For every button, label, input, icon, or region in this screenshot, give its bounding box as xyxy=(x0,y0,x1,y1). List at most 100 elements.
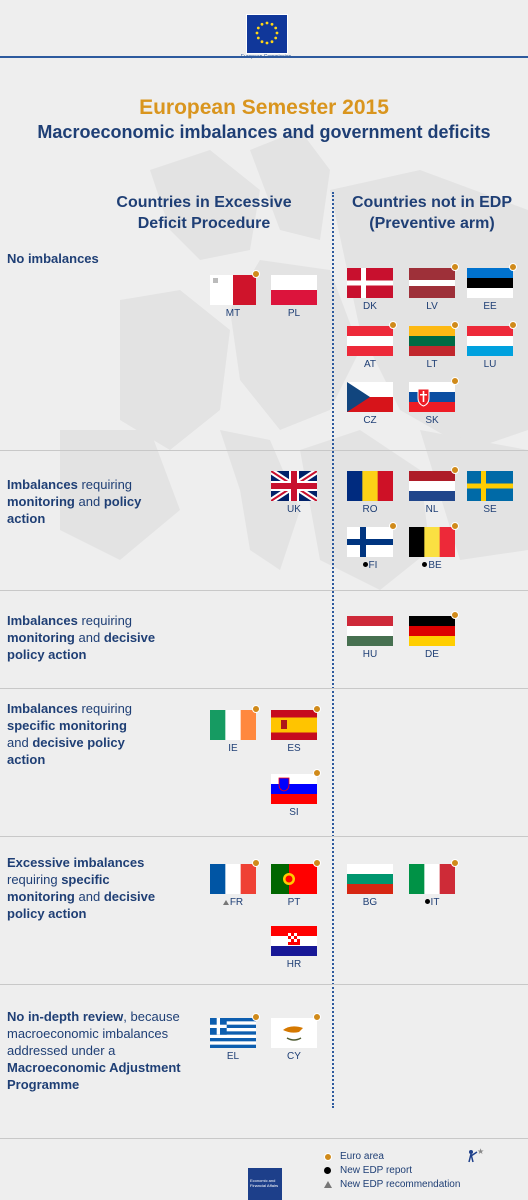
country-code: DK xyxy=(363,301,377,312)
row-separator xyxy=(0,688,528,689)
row-label-part: and xyxy=(74,494,104,509)
flag-fr-icon xyxy=(210,864,256,894)
euro-area-marker-icon xyxy=(509,321,517,329)
row-label-part: Excessive imbalances xyxy=(7,855,145,870)
flag-be-icon xyxy=(409,527,455,557)
country-code-label: PL xyxy=(271,308,317,319)
europe-map-background xyxy=(60,130,528,590)
country-code: LV xyxy=(426,301,438,312)
country-code-label: DE xyxy=(409,649,455,660)
country-code: SK xyxy=(425,415,439,426)
euro-area-marker-icon xyxy=(451,611,459,619)
row-label-part: requiring xyxy=(77,701,133,716)
row-label-part: , because macroeconomic imbalances addre… xyxy=(7,1009,180,1058)
country-code: ES xyxy=(287,743,301,754)
country-code-label: CY xyxy=(271,1051,317,1062)
country-code-label: EE xyxy=(467,301,513,312)
european-commission-logo: European Commission xyxy=(230,14,302,76)
row-label-part: monitoring xyxy=(7,630,75,645)
country-code: DE xyxy=(425,649,439,660)
country-code: BG xyxy=(362,897,378,908)
country-code-label: LV xyxy=(409,301,455,312)
country-code: LU xyxy=(483,359,497,370)
flag-lt-icon xyxy=(409,326,455,356)
flag-uk-icon xyxy=(271,471,317,501)
column-header-preventive: Countries not in EDP (Preventive arm) xyxy=(352,194,512,232)
row-label-no-review: No in-depth review, because macroeconomi… xyxy=(7,1008,187,1093)
country-code-label: PT xyxy=(271,897,317,908)
row-separator xyxy=(0,1138,528,1139)
legend-euro-label: Euro area xyxy=(340,1151,384,1162)
country-code-label: SK xyxy=(409,415,455,426)
legend-new-edp-report: New EDP report xyxy=(322,1164,460,1178)
header-rule xyxy=(0,56,528,58)
flag-nl-icon xyxy=(409,471,455,501)
row-label-part: policy action xyxy=(7,494,142,526)
flag-hu-icon xyxy=(347,616,393,646)
row-label-monitoring-decisive: Imbalances requiring monitoring and deci… xyxy=(7,612,167,663)
euro-area-marker-icon xyxy=(389,522,397,530)
country-code-label: LU xyxy=(467,359,513,370)
flag-lv-icon xyxy=(409,268,455,298)
country-code-label: BG xyxy=(347,897,393,908)
flag-sk-icon xyxy=(409,382,455,412)
row-label-part: requiring xyxy=(77,477,133,492)
row-label-part: No imbalances xyxy=(7,251,99,266)
row-label-part: and xyxy=(74,630,104,645)
country-code-label: AT xyxy=(347,359,393,370)
flag-bg-icon xyxy=(347,864,393,894)
euro-area-marker-icon xyxy=(451,859,459,867)
page-title: European Semester 2015 xyxy=(139,96,389,119)
country-code: EL xyxy=(226,1051,240,1062)
country-code-label: DK xyxy=(347,301,393,312)
euro-area-marker-icon xyxy=(313,1013,321,1021)
row-separator xyxy=(0,450,528,451)
legend-euro-area: Euro area xyxy=(322,1150,460,1164)
flag-dk-icon xyxy=(347,268,393,298)
country-code-label: SE xyxy=(467,504,513,515)
row-separator xyxy=(0,590,528,591)
euro-area-marker-icon xyxy=(313,769,321,777)
new-edp-recommendation-triangle-icon xyxy=(222,900,229,905)
country-code-label: BE xyxy=(409,560,455,571)
euro-area-marker-icon xyxy=(509,263,517,271)
row-separator xyxy=(0,836,528,837)
country-code: PT xyxy=(287,897,301,908)
country-code: CY xyxy=(287,1051,301,1062)
edp-report-dot-icon xyxy=(324,1167,331,1174)
dg-name: Economic and Financial Affairs xyxy=(250,1178,279,1188)
column-divider xyxy=(332,192,334,1108)
eu-stars-figure-icon: ★ xyxy=(468,1147,484,1163)
euro-area-marker-icon xyxy=(252,1013,260,1021)
row-label-part: monitoring xyxy=(7,494,75,509)
country-code: EE xyxy=(483,301,497,312)
flag-ie-icon xyxy=(210,710,256,740)
country-code: HU xyxy=(362,649,378,660)
row-label-part: decisive policy action xyxy=(7,630,156,662)
flag-fi-icon xyxy=(347,527,393,557)
edp-recommendation-triangle-icon xyxy=(324,1181,332,1188)
euro-area-marker-icon xyxy=(252,859,260,867)
row-label-part: specific monitoring xyxy=(7,872,110,904)
row-label-part: Imbalances xyxy=(7,477,78,492)
country-code: FI xyxy=(368,560,378,571)
flag-pt-icon xyxy=(271,864,317,894)
country-code: BE xyxy=(428,560,442,571)
flag-hr-icon xyxy=(271,926,317,956)
row-label-monitoring-policy: Imbalances requiring monitoring and poli… xyxy=(7,476,157,527)
flag-cz-icon xyxy=(347,382,393,412)
flag-it-icon xyxy=(409,864,455,894)
country-code-label: FR xyxy=(210,897,256,908)
column-header-edp: Countries in Excessive Deficit Procedure xyxy=(116,194,292,232)
euro-area-marker-icon xyxy=(252,705,260,713)
flag-lu-icon xyxy=(467,326,513,356)
legend-new-edp-recommendation: New EDP recommendation xyxy=(322,1178,460,1192)
flag-es-icon xyxy=(271,710,317,740)
country-code-label: SI xyxy=(271,807,317,818)
row-label-part: and xyxy=(7,735,33,750)
country-code-label: IT xyxy=(409,897,455,908)
country-code: AT xyxy=(363,359,377,370)
euro-area-marker-icon xyxy=(389,321,397,329)
country-code-label: HR xyxy=(271,959,317,970)
row-label-part: Imbalances xyxy=(7,613,78,628)
